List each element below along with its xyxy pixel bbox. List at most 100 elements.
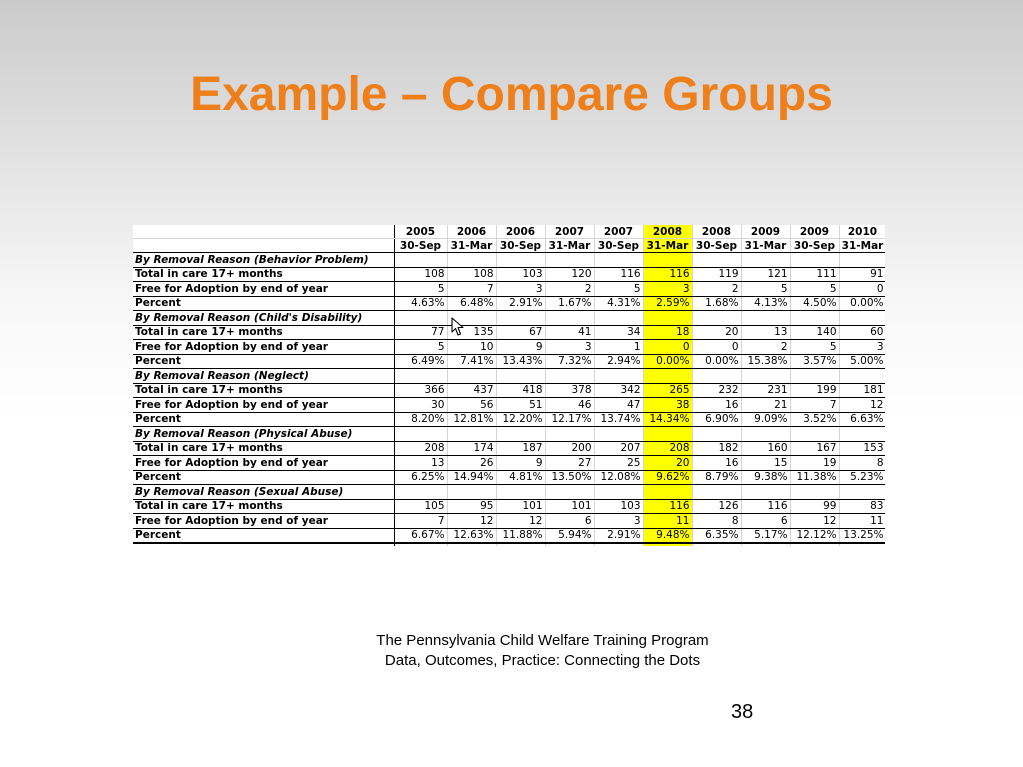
data-cell: 5.17% <box>741 528 791 544</box>
total-in-care-row: Total in care 17+ months 208 174 187 200 207 2… <box>133 441 885 456</box>
data-cell: 12.63% <box>447 528 497 544</box>
data-cell: 15.38% <box>741 354 791 369</box>
year-header-cell: 2007 <box>545 225 595 239</box>
row-label: Free for Adoption by end of year <box>133 513 395 529</box>
data-cell: 7.41% <box>447 354 497 369</box>
empty-cell <box>790 543 840 546</box>
section-title-row: By Removal Reason (Sexual Abuse) <box>133 484 885 500</box>
row-label: Free for Adoption by end of year <box>133 281 395 297</box>
date-header-cell: 31-Mar <box>839 238 885 253</box>
data-cell: 167 <box>790 441 840 456</box>
empty-cell <box>496 543 546 546</box>
empty-cell <box>447 484 497 500</box>
data-cell: 11.38% <box>790 470 840 485</box>
empty-cell <box>839 484 885 500</box>
data-cell: 265 <box>643 383 693 398</box>
data-cell: 13.50% <box>545 470 595 485</box>
empty-cell <box>790 310 840 326</box>
free-for-adoption-row: Free for Adoption by end of year 13 26 9 27 2… <box>133 455 885 471</box>
empty-cell <box>394 426 448 442</box>
data-cell: 1.67% <box>545 296 595 311</box>
empty-cell <box>692 252 742 268</box>
row-label: Percent <box>133 528 395 544</box>
data-cell: 0 <box>839 281 885 297</box>
data-cell: 182 <box>692 441 742 456</box>
data-cell: 7 <box>394 513 448 529</box>
data-cell: 0 <box>643 339 693 355</box>
data-cell: 7.32% <box>545 354 595 369</box>
data-cell: 77 <box>394 325 448 340</box>
data-cell: 21 <box>741 397 791 413</box>
data-cell: 3 <box>545 339 595 355</box>
empty-cell <box>447 426 497 442</box>
data-cell: 12 <box>496 513 546 529</box>
data-cell: 199 <box>790 383 840 398</box>
row-label: Free for Adoption by end of year <box>133 397 395 413</box>
page-number: 38 <box>731 701 754 723</box>
data-cell: 108 <box>447 267 497 282</box>
data-cell: 6 <box>741 513 791 529</box>
data-cell: 13.74% <box>594 412 644 427</box>
year-header-row: 2005 2006 2006 2007 2007 2008 2008 2009 2009 2010 <box>133 225 885 239</box>
data-cell: 4.63% <box>394 296 448 311</box>
data-cell: 6.67% <box>394 528 448 544</box>
data-cell: 13.43% <box>496 354 546 369</box>
empty-cell <box>643 543 693 546</box>
data-cell: 3 <box>496 281 546 297</box>
empty-header-cell <box>133 238 395 253</box>
data-cell: 20 <box>692 325 742 340</box>
year-header-cell: 2007 <box>594 225 644 239</box>
data-cell: 2 <box>545 281 595 297</box>
data-cell: 111 <box>790 267 840 282</box>
data-cell: 51 <box>496 397 546 413</box>
row-label: Free for Adoption by end of year <box>133 455 395 471</box>
empty-cell <box>594 368 644 384</box>
total-in-care-row: Total in care 17+ months 108 108 103 120 116 1… <box>133 267 885 282</box>
empty-cell <box>545 368 595 384</box>
data-cell: 160 <box>741 441 791 456</box>
data-cell: 418 <box>496 383 546 398</box>
data-cell: 6.25% <box>394 470 448 485</box>
data-cell: 34 <box>594 325 644 340</box>
year-header-cell: 2009 <box>741 225 791 239</box>
data-cell: 15 <box>741 455 791 471</box>
data-cell: 5 <box>394 281 448 297</box>
data-cell: 47 <box>594 397 644 413</box>
row-label: Percent <box>133 470 395 485</box>
empty-cell <box>643 310 693 326</box>
data-cell: 8.79% <box>692 470 742 485</box>
empty-cell <box>594 252 644 268</box>
empty-cell <box>741 310 791 326</box>
empty-cell <box>394 368 448 384</box>
data-cell: 5 <box>394 339 448 355</box>
empty-cell <box>741 368 791 384</box>
data-cell: 9.38% <box>741 470 791 485</box>
empty-cell <box>545 310 595 326</box>
year-header-cell: 2010 <box>839 225 885 239</box>
data-cell: 5 <box>790 339 840 355</box>
data-cell: 1.68% <box>692 296 742 311</box>
section-title-row: By Removal Reason (Neglect) <box>133 368 885 384</box>
data-cell: 5 <box>790 281 840 297</box>
data-cell: 16 <box>692 397 742 413</box>
empty-cell <box>447 252 497 268</box>
date-header-cell: 31-Mar <box>447 238 497 253</box>
empty-cell <box>496 252 546 268</box>
row-label: Percent <box>133 296 395 311</box>
data-cell: 4.81% <box>496 470 546 485</box>
data-cell: 60 <box>839 325 885 340</box>
date-header-cell: 31-Mar <box>741 238 791 253</box>
data-cell: 2 <box>692 281 742 297</box>
data-cell: 120 <box>545 267 595 282</box>
data-cell: 6.49% <box>394 354 448 369</box>
total-in-care-row: Total in care 17+ months 366 437 418 378 342 2… <box>133 383 885 398</box>
row-label: Free for Adoption by end of year <box>133 339 395 355</box>
data-cell: 2.59% <box>643 296 693 311</box>
data-cell: 13 <box>741 325 791 340</box>
data-cell: 67 <box>496 325 546 340</box>
data-cell: 14.94% <box>447 470 497 485</box>
date-header-cell: 31-Mar <box>545 238 595 253</box>
date-header-cell: 30-Sep <box>594 238 644 253</box>
data-cell: 11 <box>643 513 693 529</box>
empty-cell <box>692 543 742 546</box>
